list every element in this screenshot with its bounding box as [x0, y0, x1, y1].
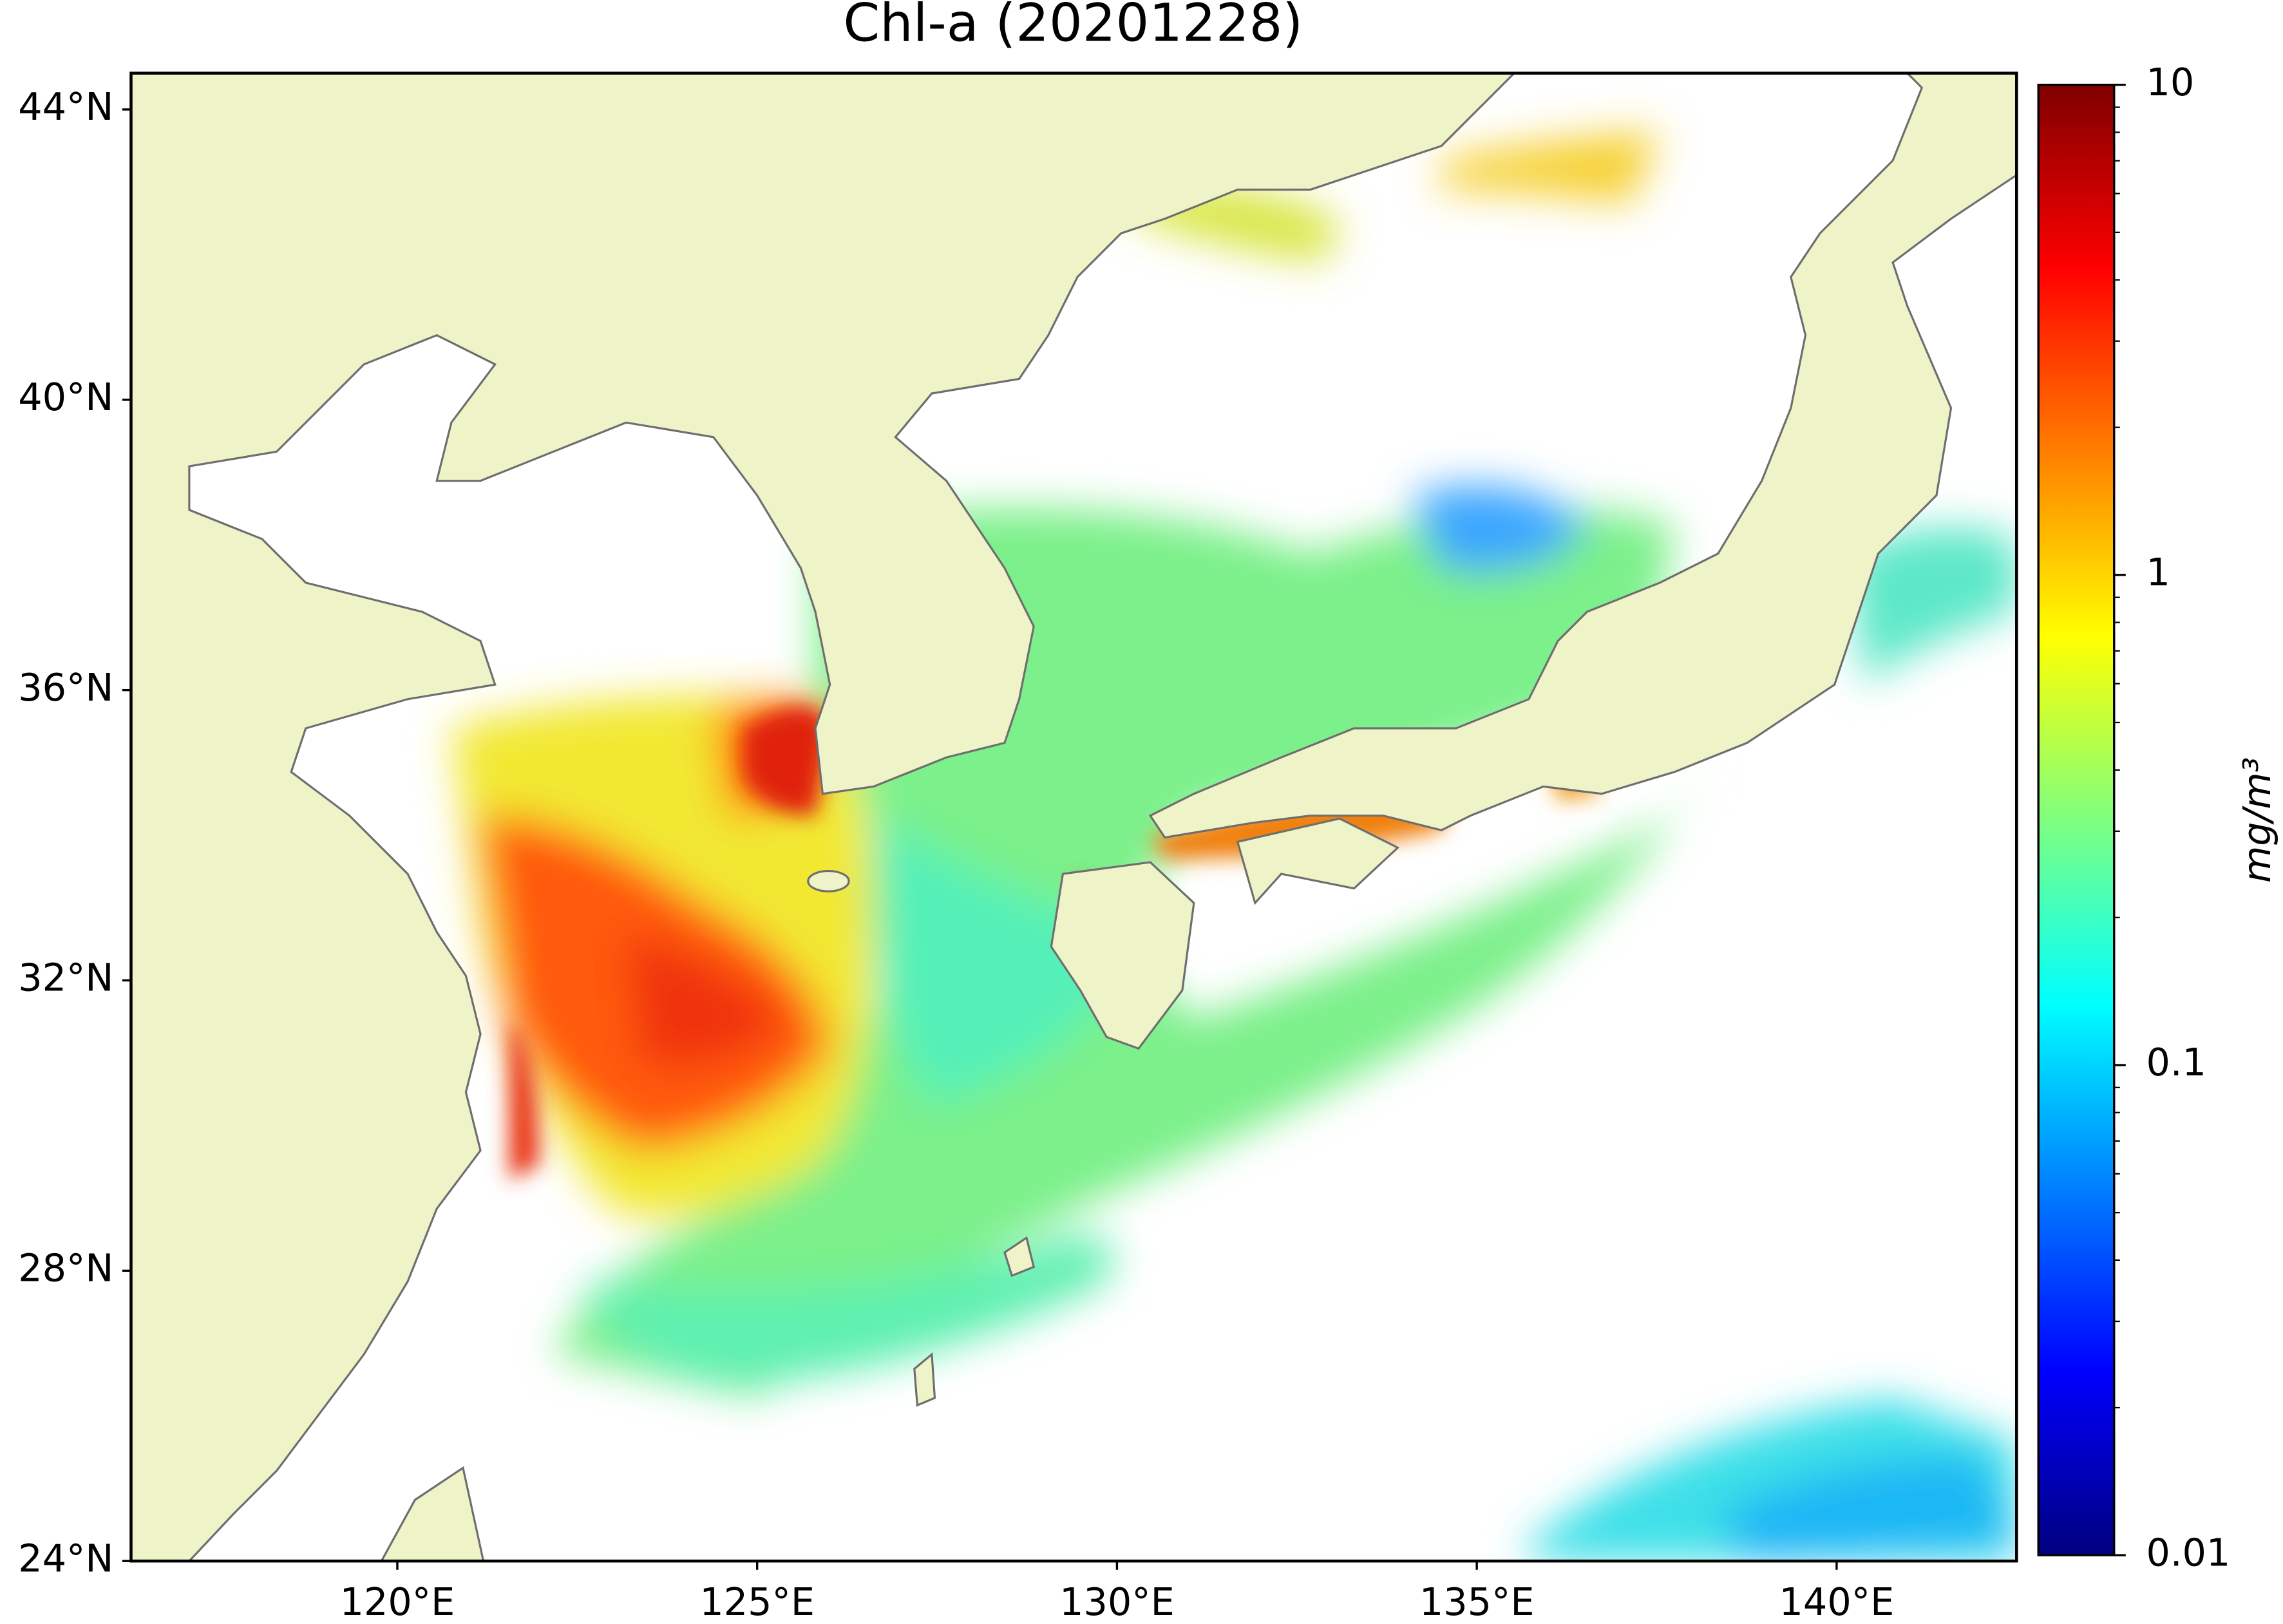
colorbar: 0.01 0.1 1 10 mg/m³: [2037, 60, 2279, 1574]
colorbar-tick-label: 0.1: [2146, 1040, 2206, 1084]
continent: [131, 73, 1516, 1562]
x-tick-label: 125°E: [699, 1580, 815, 1624]
y-tick-label: 44°N: [18, 84, 113, 129]
map-frame: [129, 71, 2018, 1563]
x-tick-label: 140°E: [1779, 1580, 1895, 1624]
y-tick-label: 24°N: [18, 1536, 113, 1580]
axes: 120°E 125°E 130°E 135°E 140°E 24°N 28°N 32°N 36°…: [18, 84, 1894, 1624]
y-tick-label: 32°N: [18, 956, 113, 1000]
taiwan: [380, 1466, 485, 1562]
shikoku: [1236, 817, 1400, 905]
x-tick-label: 120°E: [340, 1580, 455, 1624]
okinawa: [913, 1352, 936, 1407]
colorbar-fill: [2037, 84, 2116, 1556]
title: Chl-a (20201228): [843, 0, 1303, 54]
y-tick-label: 40°N: [18, 375, 113, 419]
y-tick-label: 28°N: [18, 1245, 113, 1290]
amami: [1003, 1236, 1036, 1278]
kyushu: [1050, 861, 1195, 1050]
map-area: [131, 73, 2017, 1562]
colorbar-tick-label: 1: [2146, 550, 2170, 594]
colorbar-tick-label: 0.01: [2146, 1530, 2230, 1574]
x-tick-label: 135°E: [1419, 1580, 1535, 1624]
honshu-hokkaido: [1148, 73, 2017, 839]
y-tick-label: 36°N: [18, 665, 113, 710]
jeju: [807, 869, 850, 892]
colorbar-label: mg/m³: [2235, 757, 2279, 883]
colorbar-tick-label: 10: [2146, 60, 2194, 104]
x-tick-label: 130°E: [1059, 1580, 1175, 1624]
